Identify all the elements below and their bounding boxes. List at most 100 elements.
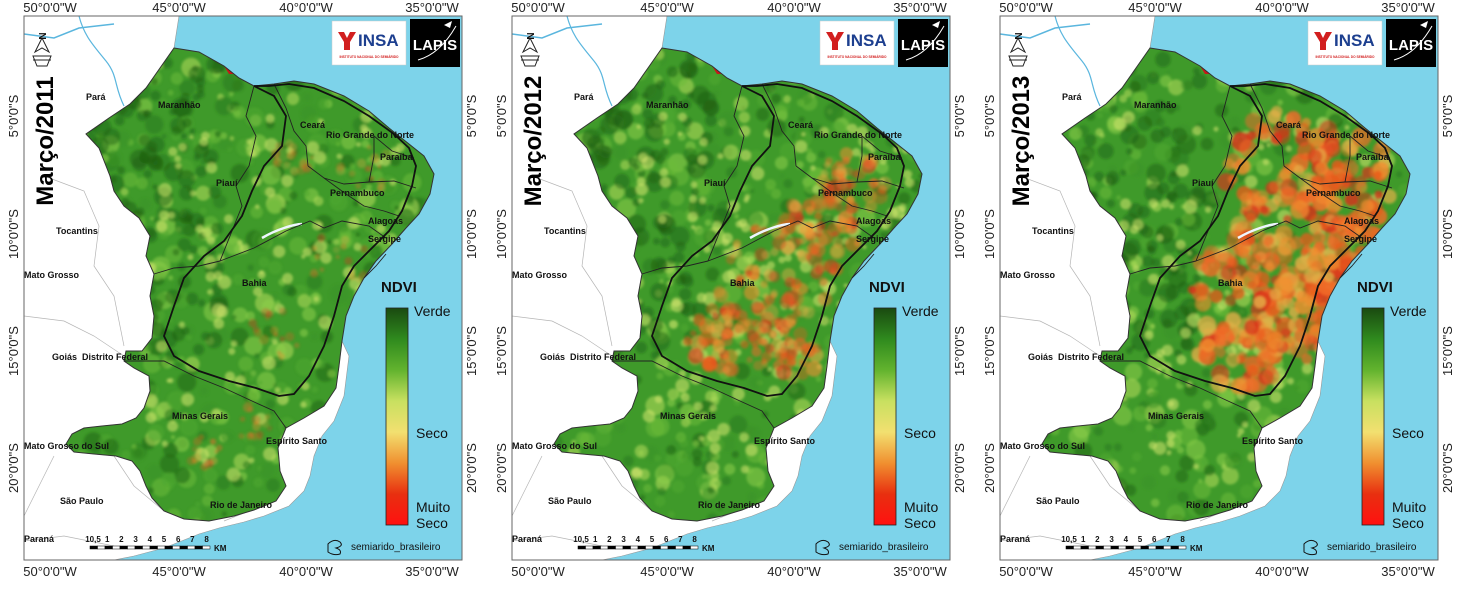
scale-tick: 1	[105, 535, 110, 544]
legend-mid-label: Seco	[416, 425, 448, 441]
state-label-minas: Minas Gerais	[660, 411, 716, 421]
state-label-minas: Minas Gerais	[172, 411, 228, 421]
lat-tick-left: 5°0'0"S	[982, 94, 997, 137]
lon-tick-top: 45°0'0"W	[1128, 0, 1182, 15]
lat-tick-left: 5°0'0"S	[6, 94, 21, 137]
lat-tick-right: 5°0'0"S	[464, 94, 479, 137]
lapis-logo: LAPIS	[898, 19, 948, 67]
state-label-pernambuco: Pernambuco	[818, 188, 873, 198]
lon-tick-bottom: 50°0'0"W	[511, 564, 565, 579]
lat-tick-right: 20°0'0"S	[952, 443, 967, 493]
lon-tick-bottom: 45°0'0"W	[152, 564, 206, 579]
state-label-mato-grosso: Mato Grosso	[512, 270, 568, 280]
scale-tick: 6	[176, 535, 181, 544]
scale-tick: 8	[692, 535, 697, 544]
region-outline	[553, 47, 923, 522]
scale-tick: 10,5	[85, 535, 101, 544]
lon-tick-bottom: 50°0'0"W	[23, 564, 77, 579]
state-label-piaui: Piauí	[704, 178, 726, 188]
lon-tick-bottom: 40°0'0"W	[1255, 564, 1309, 579]
state-borders	[1100, 83, 1393, 429]
state-label-df: Distrito Federal	[1058, 352, 1124, 362]
state-label-minas: Minas Gerais	[1148, 411, 1204, 421]
lat-tick-right: 10°0'0"S	[464, 209, 479, 259]
state-label-rj: Rio de Janeiro	[1186, 500, 1249, 510]
state-label-parana: Paraná	[24, 534, 55, 544]
lon-tick-top: 35°0'0"W	[405, 0, 459, 15]
boundary-legend: semiarido_brasileiro	[815, 539, 929, 556]
legend-bottom-label-2: Seco	[1392, 515, 1424, 531]
ndvi-map-2013: 50°0'0"W 45°0'0"W 40°0'0"W 35°0'0"W 50°0'0"W…	[976, 0, 1464, 589]
lapis-logo: LAPIS	[410, 19, 460, 67]
scale-tick: 2	[607, 535, 612, 544]
legend-color-bar	[385, 307, 409, 526]
scale-tick: 7	[190, 535, 195, 544]
state-label-rj: Rio de Janeiro	[698, 500, 761, 510]
map-title: Março/2012	[520, 76, 547, 207]
scale-tick: 3	[133, 535, 138, 544]
legend-color-bar	[1361, 307, 1385, 526]
state-label-maranhao: Maranhão	[1134, 100, 1177, 110]
lon-tick-top: 40°0'0"W	[1255, 0, 1309, 15]
semiarid-symbol-icon	[327, 539, 342, 556]
lat-tick-left: 10°0'0"S	[494, 209, 509, 259]
legend-bottom-label-1: Muito	[416, 499, 450, 515]
state-label-rj: Rio de Janeiro	[210, 500, 273, 510]
scale-tick: 5	[650, 535, 655, 544]
state-label-parana: Paraná	[512, 534, 543, 544]
insa-logo-text: INSA	[846, 31, 887, 50]
state-label-alagoas: Alagoas	[368, 216, 403, 226]
insa-logo: INSA INSTITUTO NACIONAL DO SEMIÁRIDO	[331, 20, 407, 66]
insa-logo: INSA INSTITUTO NACIONAL DO SEMIÁRIDO	[819, 20, 895, 66]
state-label-paraiba: Paraíba	[380, 152, 414, 162]
insa-logo-sub: INSTITUTO NACIONAL DO SEMIÁRIDO	[339, 54, 399, 59]
state-label-parana: Paraná	[1000, 534, 1031, 544]
state-label-rn: Rio Grande do Norte	[814, 130, 902, 140]
map-title: Março/2013	[1008, 76, 1035, 207]
state-label-sp: São Paulo	[548, 496, 592, 506]
state-label-es: Espírito Santo	[754, 436, 816, 446]
state-label-df: Distrito Federal	[82, 352, 148, 362]
lat-tick-right: 10°0'0"S	[952, 209, 967, 259]
lat-tick-right: 10°0'0"S	[1440, 209, 1455, 259]
lat-tick-left: 20°0'0"S	[982, 443, 997, 493]
map-frame-border	[511, 15, 951, 561]
lat-tick-left: 20°0'0"S	[494, 443, 509, 493]
state-label-ceara: Ceará	[1276, 120, 1302, 130]
legend-top-label: Verde	[902, 303, 939, 319]
state-label-pernambuco: Pernambuco	[1306, 188, 1361, 198]
lat-tick-right: 15°0'0"S	[464, 326, 479, 376]
scale-tick: 5	[1138, 535, 1143, 544]
legend-bottom-label-2: Seco	[904, 515, 936, 531]
lat-tick-left: 15°0'0"S	[494, 326, 509, 376]
lon-tick-top: 40°0'0"W	[279, 0, 333, 15]
lat-tick-left: 15°0'0"S	[6, 326, 21, 376]
lon-tick-bottom: 50°0'0"W	[999, 564, 1053, 579]
region-outline	[1041, 47, 1411, 522]
lon-tick-bottom: 40°0'0"W	[767, 564, 821, 579]
semiarid-boundary	[651, 83, 905, 397]
legend-title: NDVI	[381, 279, 417, 296]
lon-tick-top: 45°0'0"W	[152, 0, 206, 15]
state-label-alagoas: Alagoas	[856, 216, 891, 226]
region-outline	[65, 47, 435, 522]
boundary-legend-label: semiarido_brasileiro	[1327, 542, 1417, 553]
scale-tick: 2	[1095, 535, 1100, 544]
lon-tick-top: 45°0'0"W	[640, 0, 694, 15]
state-label-ms: Mato Grosso do Sul	[512, 441, 597, 451]
state-label-sergipe: Sergipe	[856, 234, 889, 244]
north-arrow-icon	[32, 36, 52, 67]
semiarid-boundary	[163, 83, 417, 397]
scale-tick: 8	[1180, 535, 1185, 544]
lat-tick-left: 10°0'0"S	[982, 209, 997, 259]
scale-tick: 4	[636, 535, 641, 544]
state-label-paraiba: Paraíba	[868, 152, 902, 162]
scale-tick: 1	[1081, 535, 1086, 544]
legend-title: NDVI	[869, 279, 905, 296]
state-label-maranhao: Maranhão	[646, 100, 689, 110]
boundary-legend: semiarido_brasileiro	[327, 539, 441, 556]
state-label-sp: São Paulo	[1036, 496, 1080, 506]
map-canvas: 50°0'0"W 45°0'0"W 40°0'0"W 35°0'0"W 50°0'0"W…	[494, 0, 967, 579]
state-label-bahia: Bahia	[730, 278, 756, 288]
